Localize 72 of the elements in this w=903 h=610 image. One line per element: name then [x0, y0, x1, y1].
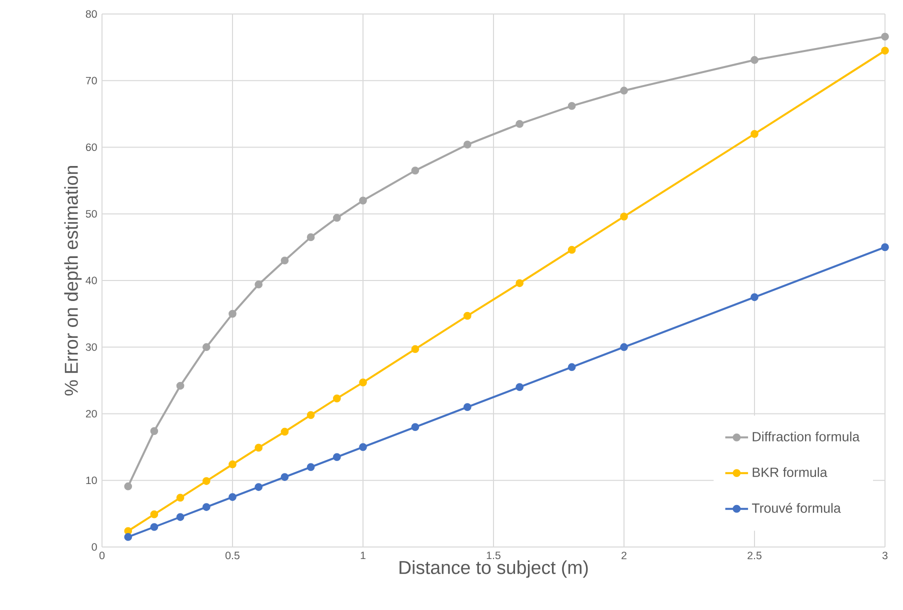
point	[516, 383, 524, 392]
y-tick-label: 30	[86, 343, 97, 351]
point	[411, 345, 420, 354]
point	[176, 382, 184, 390]
x-tick-label: 3	[882, 552, 888, 560]
point	[568, 102, 576, 110]
x-tick-label: 1	[360, 552, 366, 560]
point	[306, 463, 315, 471]
point	[202, 343, 210, 352]
point	[176, 513, 184, 521]
point	[124, 482, 132, 490]
point	[150, 427, 158, 435]
x-tick-label: 1.5	[486, 552, 500, 560]
point	[280, 428, 289, 436]
point	[463, 312, 472, 320]
y-tick-label: 10	[86, 476, 97, 484]
legend-label: Trouvé formula	[752, 502, 841, 513]
point	[750, 56, 758, 64]
point	[332, 214, 341, 222]
point	[176, 494, 184, 502]
point	[463, 403, 472, 412]
y-tick-label: 20	[86, 410, 97, 418]
point	[620, 343, 628, 352]
y-tick-label: 40	[86, 276, 97, 284]
point	[881, 243, 889, 252]
point	[620, 212, 628, 220]
point	[124, 533, 132, 541]
point	[228, 310, 236, 318]
y-tick-label: 50	[86, 210, 97, 218]
point	[150, 510, 158, 518]
point	[254, 280, 263, 288]
legend-label: BKR formula	[752, 467, 828, 478]
y-tick-label: 80	[86, 10, 97, 18]
point	[568, 246, 576, 254]
point	[359, 443, 367, 451]
point	[568, 363, 576, 372]
point	[516, 279, 524, 288]
y-axis-title: % Error on depth estimation	[64, 166, 82, 396]
point	[280, 256, 289, 264]
point	[254, 483, 263, 491]
x-tick-label: 0.5	[226, 552, 240, 560]
x-axis-title: Distance to subject (m)	[400, 560, 588, 578]
point	[332, 453, 341, 461]
point	[620, 86, 628, 95]
point	[332, 394, 341, 402]
x-tick-label: 0	[99, 552, 105, 560]
point	[750, 293, 758, 302]
point	[359, 378, 367, 386]
point	[280, 473, 289, 481]
point	[202, 477, 210, 485]
point	[306, 411, 315, 420]
point	[881, 46, 889, 55]
point	[411, 423, 420, 431]
point	[463, 140, 472, 149]
x-tick-label: 2	[622, 552, 626, 560]
point	[228, 493, 236, 501]
point	[411, 166, 420, 174]
legend-label: Diffraction formula	[752, 432, 860, 442]
point	[202, 503, 210, 511]
point	[750, 130, 758, 138]
point	[359, 196, 367, 204]
y-tick-label: 0	[92, 543, 97, 551]
point	[306, 233, 315, 242]
point	[124, 527, 132, 535]
y-tick-label: 60	[86, 143, 97, 152]
point	[150, 523, 158, 531]
x-tick-label: 2.5	[748, 552, 762, 560]
point	[881, 32, 889, 41]
point	[516, 120, 524, 128]
y-tick-label: 70	[86, 76, 97, 84]
point	[254, 444, 263, 452]
point	[228, 460, 236, 468]
